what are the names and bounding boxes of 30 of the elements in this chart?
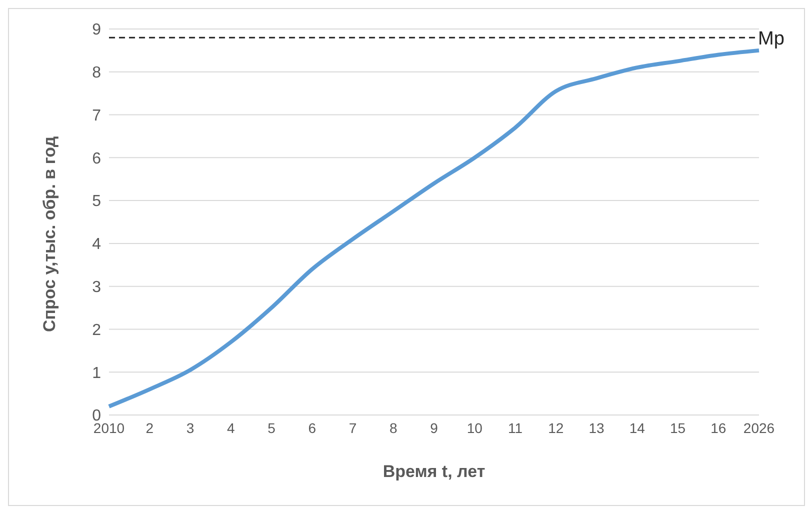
line-series bbox=[107, 48, 761, 408]
y-axis-title: Спрос y,тыс. обр. в год bbox=[40, 136, 60, 332]
x-tick-label: 12 bbox=[548, 420, 564, 436]
y-tick-label: 8 bbox=[92, 64, 102, 82]
y-tick-label: 1 bbox=[92, 364, 102, 382]
y-tick-label: 3 bbox=[92, 279, 102, 296]
x-tick-label: 7 bbox=[348, 420, 357, 436]
x-tick-label: 2010 bbox=[93, 420, 125, 436]
x-tick-label: 11 bbox=[508, 420, 523, 436]
y-tick-label: 9 bbox=[92, 22, 102, 39]
x-tick-label: 3 bbox=[186, 420, 194, 436]
x-tick-label: 9 bbox=[430, 420, 438, 436]
x-tick-label: 15 bbox=[670, 420, 686, 436]
x-tick-label: 14 bbox=[629, 420, 646, 436]
x-axis-title: Время t, лет bbox=[382, 462, 486, 481]
x-tick-label: 4 bbox=[226, 420, 235, 436]
x-tick-label: 10 bbox=[466, 420, 483, 436]
x-tick-label: 13 bbox=[588, 420, 604, 436]
x-tick-label: 16 bbox=[710, 420, 726, 436]
x-tick-label: 5 bbox=[268, 420, 276, 436]
y-tick-label: 6 bbox=[92, 150, 102, 168]
x-tick-label: 8 bbox=[389, 420, 398, 436]
x-tick-label: 2026 bbox=[743, 420, 775, 436]
y-tick-label: 2 bbox=[92, 322, 102, 339]
ref-line-label: Mp bbox=[758, 28, 784, 50]
x-tick-label: 6 bbox=[308, 420, 316, 436]
y-tick-label: 4 bbox=[92, 236, 102, 254]
y-tick-label: 5 bbox=[92, 193, 102, 210]
y-tick-label: 7 bbox=[92, 107, 102, 124]
x-tick-label: 2 bbox=[146, 420, 154, 436]
